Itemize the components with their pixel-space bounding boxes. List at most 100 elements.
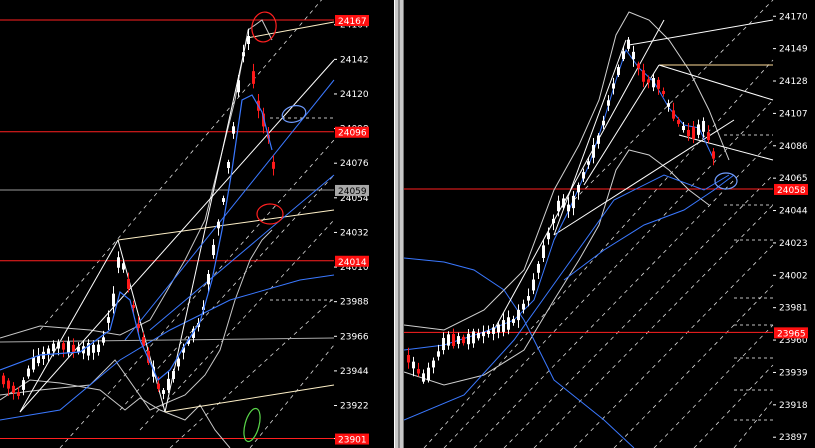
trend-line: [164, 37, 248, 413]
bull-candle: [507, 317, 510, 330]
trend-lines: [0, 21, 335, 413]
bull-candle: [182, 347, 185, 353]
bear-candle: [462, 336, 465, 344]
axis-tick-label: 23918: [779, 401, 808, 411]
projection-line: [443, 99, 774, 448]
price-level-label: 24167: [338, 17, 367, 27]
bear-candle: [132, 304, 135, 309]
bull-candle: [502, 320, 505, 332]
bull-candle: [92, 344, 95, 353]
axis-tick-label: 24054: [340, 194, 369, 204]
bull-candle: [567, 204, 570, 212]
band-line: [0, 274, 335, 421]
bull-candle: [122, 263, 125, 270]
pane-splitter[interactable]: [394, 0, 404, 448]
bull-candle: [77, 346, 80, 353]
bull-candle: [472, 331, 475, 344]
price-axis: 2416424142241202409824076240542403224010…: [334, 21, 369, 445]
bull-candle: [537, 263, 540, 273]
bear-candle: [687, 129, 690, 137]
band-line: [404, 257, 635, 448]
bear-candle: [647, 79, 650, 83]
band-line: [0, 229, 273, 411]
bull-candle: [192, 328, 195, 338]
bull-candle: [572, 195, 575, 209]
projection-line: [693, 364, 774, 448]
bear-candle: [692, 127, 695, 139]
band-line: [404, 11, 730, 331]
bull-candle: [482, 331, 485, 337]
left-price-chart[interactable]: 2416424142241202409824076240542403224010…: [0, 0, 394, 448]
bull-candle: [632, 51, 635, 60]
projection-lines: [39, 0, 335, 448]
trend-line: [493, 19, 665, 331]
bull-candle: [517, 309, 520, 321]
bull-candle: [457, 336, 460, 344]
red-circle-annotation: [251, 11, 277, 43]
bull-candle: [242, 52, 245, 57]
bull-candle: [432, 360, 435, 368]
band-line: [404, 149, 710, 386]
axis-tick-label: 24010: [340, 263, 369, 273]
band-line: [0, 379, 231, 448]
bull-candle: [237, 80, 240, 93]
bear-candle: [252, 71, 255, 84]
trend-line: [658, 64, 774, 101]
axis-tick-label: 24142: [340, 55, 369, 65]
projection-line: [119, 174, 335, 411]
bull-candle: [577, 184, 580, 193]
bull-candle: [102, 337, 105, 343]
axis-tick-label: 24044: [779, 207, 808, 217]
left-chart-pane[interactable]: 2416424142241202409824076240542403224010…: [0, 0, 394, 448]
projection-line: [733, 399, 774, 448]
annotations: [714, 172, 738, 190]
bull-candle: [682, 125, 685, 131]
right-price-chart[interactable]: 24170 24149 24128 24107 24086 24065 24044 24023…: [404, 0, 815, 448]
bull-candle: [422, 373, 425, 382]
bull-candle: [622, 51, 625, 60]
trend-line: [0, 337, 335, 343]
axis-tick-label: 23939: [779, 368, 808, 378]
bull-candle: [532, 279, 535, 291]
price-level-box: [335, 255, 369, 267]
bull-candle: [617, 67, 620, 75]
bull-candle: [97, 344, 100, 353]
bull-candle: [177, 358, 180, 367]
splitter-grip[interactable]: [398, 0, 400, 448]
bull-candle: [232, 126, 235, 134]
bull-candle: [477, 333, 480, 339]
bull-candle: [562, 198, 565, 208]
trend-line: [124, 79, 335, 341]
bull-candle: [547, 232, 550, 240]
axis-tick-label: 24032: [340, 228, 369, 238]
trend-line: [678, 134, 774, 161]
bear-candle: [452, 334, 455, 346]
bear-candle: [12, 385, 15, 393]
axis-tick-label: 24076: [340, 159, 369, 169]
projection-line: [59, 139, 335, 448]
price-level-box: [774, 327, 808, 339]
bull-candle: [207, 273, 210, 285]
bull-candle: [172, 371, 175, 379]
bollinger-bands: [404, 11, 735, 448]
bull-candle: [607, 100, 610, 106]
bear-candle: [2, 375, 5, 385]
bear-candle: [62, 343, 65, 350]
bear-candle: [677, 120, 680, 124]
trend-line: [246, 21, 335, 39]
trend-line: [19, 59, 335, 413]
projection-line: [573, 0, 774, 201]
axis-tick-label: 23922: [340, 402, 369, 412]
price-level-label: 24058: [777, 186, 806, 196]
bear-candle: [137, 324, 140, 329]
bull-candle: [427, 367, 430, 381]
right-chart-pane[interactable]: 24170 24149 24128 24107 24086 24065 24044 24023…: [404, 0, 815, 448]
trend-line: [553, 39, 627, 236]
price-level-box: [774, 183, 808, 195]
projection-line: [473, 139, 774, 448]
bull-candle: [67, 341, 70, 354]
trend-line: [164, 384, 335, 413]
projection-line: [249, 344, 335, 448]
bear-candle: [707, 132, 710, 141]
bull-candle: [667, 103, 670, 107]
